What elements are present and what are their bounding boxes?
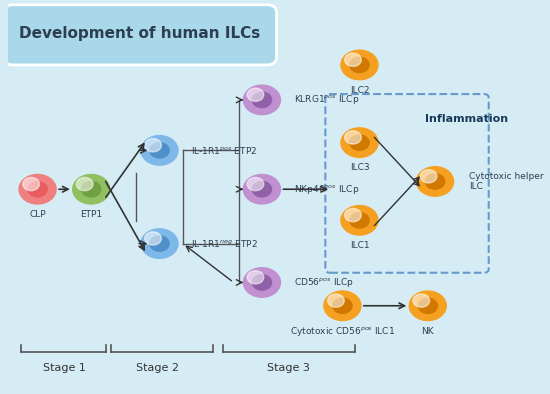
Text: ETP1: ETP1	[80, 210, 102, 219]
Text: NK: NK	[421, 327, 434, 336]
Circle shape	[416, 167, 454, 196]
Text: ILC3: ILC3	[350, 164, 369, 172]
Circle shape	[73, 175, 110, 204]
Text: Stage 1: Stage 1	[43, 363, 86, 373]
Circle shape	[145, 139, 161, 152]
Circle shape	[252, 275, 272, 290]
Circle shape	[76, 177, 93, 191]
Circle shape	[426, 174, 445, 189]
Circle shape	[145, 232, 161, 245]
Circle shape	[244, 175, 280, 204]
Circle shape	[150, 143, 169, 158]
Circle shape	[350, 57, 369, 72]
Circle shape	[19, 175, 56, 204]
Text: Cytotoxic helper
ILC: Cytotoxic helper ILC	[469, 172, 544, 191]
Circle shape	[345, 53, 361, 67]
Circle shape	[252, 182, 272, 197]
Circle shape	[350, 135, 369, 150]
Text: CLP: CLP	[29, 210, 46, 219]
Circle shape	[81, 182, 101, 197]
Circle shape	[350, 213, 369, 228]
Circle shape	[345, 131, 361, 144]
Text: Stage 3: Stage 3	[267, 363, 310, 373]
Circle shape	[247, 88, 264, 101]
Circle shape	[141, 136, 178, 165]
Circle shape	[23, 177, 40, 191]
Circle shape	[150, 236, 169, 251]
Text: IL-1R1$^{neg}$ ETP2: IL-1R1$^{neg}$ ETP2	[191, 238, 258, 249]
Circle shape	[418, 298, 437, 314]
Text: CD56$^{pos}$ ILCp: CD56$^{pos}$ ILCp	[294, 276, 354, 289]
Text: Cytotoxic CD56$^{pos}$ ILC1: Cytotoxic CD56$^{pos}$ ILC1	[290, 325, 395, 338]
Circle shape	[328, 294, 344, 307]
FancyBboxPatch shape	[3, 5, 277, 65]
Circle shape	[141, 229, 178, 258]
Text: Development of human ILCs: Development of human ILCs	[19, 26, 261, 41]
Circle shape	[333, 298, 352, 314]
Text: Stage 2: Stage 2	[135, 363, 179, 373]
Circle shape	[28, 182, 47, 197]
Circle shape	[341, 128, 378, 157]
Text: NKp46$^{pos}$ ILCp: NKp46$^{pos}$ ILCp	[294, 183, 359, 196]
Circle shape	[341, 206, 378, 235]
Circle shape	[420, 170, 437, 183]
Circle shape	[247, 177, 264, 191]
Text: KLRG1$^{pos}$ ILCp: KLRG1$^{pos}$ ILCp	[294, 93, 359, 106]
Circle shape	[345, 208, 361, 222]
Text: Inflammation: Inflammation	[425, 114, 508, 125]
Circle shape	[252, 92, 272, 108]
Circle shape	[324, 291, 361, 321]
Circle shape	[413, 294, 430, 307]
Circle shape	[247, 271, 264, 284]
Text: ILC1: ILC1	[350, 241, 369, 250]
Circle shape	[244, 85, 280, 115]
Text: IL-1R1$^{pos}$ ETP2: IL-1R1$^{pos}$ ETP2	[191, 145, 257, 156]
Circle shape	[244, 268, 280, 297]
Text: ILC2: ILC2	[350, 85, 369, 95]
Circle shape	[409, 291, 446, 321]
Circle shape	[341, 50, 378, 80]
